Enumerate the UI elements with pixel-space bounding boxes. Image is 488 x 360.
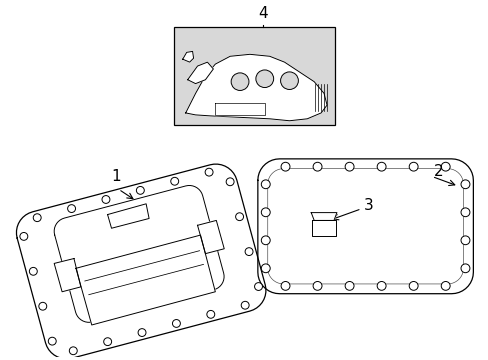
Circle shape [33,214,41,222]
Circle shape [345,162,353,171]
Polygon shape [215,103,264,115]
Circle shape [254,283,262,291]
Circle shape [205,168,213,176]
Circle shape [69,347,77,355]
Polygon shape [17,164,265,359]
Circle shape [261,208,270,217]
Circle shape [20,233,28,240]
Circle shape [460,180,469,189]
Polygon shape [310,213,336,220]
Circle shape [231,73,248,90]
Circle shape [281,162,289,171]
Circle shape [408,162,417,171]
Circle shape [460,236,469,245]
Polygon shape [187,62,213,84]
Circle shape [281,282,289,290]
Circle shape [440,162,449,171]
Circle shape [312,162,322,171]
Polygon shape [311,220,335,236]
Text: 4: 4 [258,6,267,21]
Circle shape [39,302,47,310]
Circle shape [241,301,248,309]
Circle shape [102,195,110,203]
Circle shape [235,213,243,221]
Polygon shape [197,220,224,254]
Circle shape [460,264,469,273]
Circle shape [312,282,322,290]
Circle shape [67,205,75,212]
Circle shape [48,337,56,345]
Circle shape [376,282,386,290]
Polygon shape [257,159,472,294]
Circle shape [255,70,273,87]
Text: 1: 1 [111,169,121,184]
Circle shape [440,282,449,290]
Circle shape [206,310,214,318]
Polygon shape [107,204,149,228]
Polygon shape [54,258,81,292]
Circle shape [138,329,146,337]
Circle shape [261,180,270,189]
Circle shape [170,177,178,185]
Circle shape [345,282,353,290]
Polygon shape [76,235,215,325]
Circle shape [226,178,234,186]
Circle shape [103,338,111,346]
Circle shape [261,264,270,273]
Circle shape [172,320,180,327]
Polygon shape [54,185,224,322]
Circle shape [261,236,270,245]
Circle shape [136,186,144,194]
Circle shape [376,162,386,171]
Circle shape [280,72,298,90]
Circle shape [29,267,37,275]
Circle shape [244,248,252,256]
Text: 2: 2 [433,164,443,179]
Text: 3: 3 [363,198,373,213]
Bar [173,27,334,125]
Polygon shape [185,54,326,121]
Circle shape [460,208,469,217]
Polygon shape [183,51,193,62]
Circle shape [408,282,417,290]
